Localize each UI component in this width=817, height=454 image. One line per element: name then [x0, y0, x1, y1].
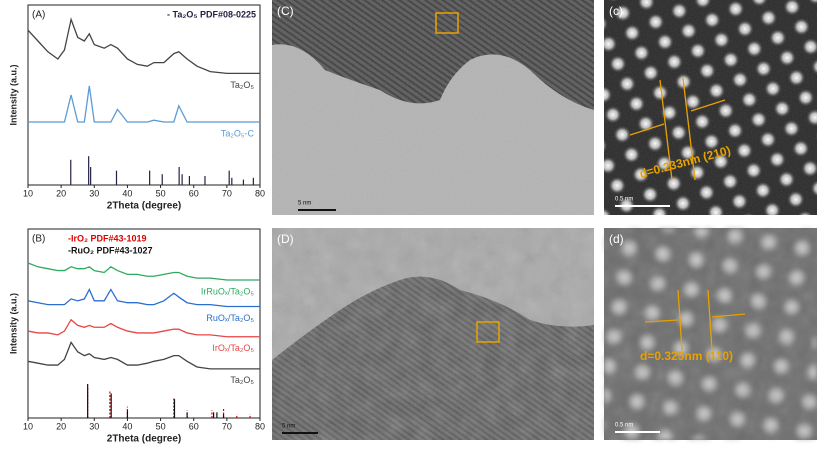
- panel-label: (B): [32, 234, 45, 245]
- y-axis-label: Intensity (a.u.): [8, 293, 18, 354]
- series-label: Ta₂O₅: [230, 375, 254, 385]
- x-tick-label: 20: [56, 421, 66, 431]
- tem-panel-d-zoom: [604, 228, 817, 440]
- x-tick-label: 10: [23, 188, 33, 198]
- x-axis-label: 2Theta (degree): [107, 201, 181, 212]
- reference-legend: -IrO₂ PDF#43-1019: [68, 233, 147, 243]
- series-label: IrRuOₓ/Ta₂O₅: [201, 286, 254, 296]
- series-line: [28, 85, 260, 123]
- plot-frame: [27, 4, 261, 186]
- x-tick-label: 40: [122, 421, 132, 431]
- x-tick-label: 50: [156, 188, 166, 198]
- series-label: Ta₂O₅-C: [221, 128, 255, 138]
- scale-bar-label: 0.5 nm: [615, 197, 633, 203]
- scale-bar-label: 5 nm: [298, 201, 311, 207]
- panel-label: (C): [277, 4, 294, 18]
- x-tick-label: 30: [89, 188, 99, 198]
- series-line: [27, 318, 260, 338]
- series-label: IrOₓ/Ta₂O₅: [212, 343, 254, 353]
- tem-panel-c-large: [272, 0, 594, 215]
- series-line: [27, 287, 260, 308]
- tem-panel-d-large: [272, 228, 594, 440]
- x-tick-label: 30: [89, 421, 99, 431]
- x-tick-label: 70: [222, 421, 232, 431]
- x-tick-label: 10: [23, 421, 33, 431]
- series-line: [27, 341, 260, 370]
- y-axis-label: Intensity (a.u.): [8, 64, 18, 125]
- x-tick-label: 20: [56, 188, 66, 198]
- panel-label: (c): [609, 4, 623, 18]
- x-tick-label: 80: [255, 421, 265, 431]
- x-tick-label: 40: [122, 188, 132, 198]
- panel-label: (d): [609, 232, 624, 246]
- scale-bar-label: 0.5 nm: [615, 423, 633, 429]
- plot-frame: [27, 228, 261, 419]
- panel-label: (A): [32, 10, 45, 21]
- x-tick-label: 60: [189, 421, 199, 431]
- x-tick-label: 60: [189, 188, 199, 198]
- lattice-annotation: d=0.325nm (110): [640, 349, 733, 363]
- reference-legend: -RuO₂ PDF#43-1027: [68, 245, 153, 255]
- x-tick-label: 50: [156, 421, 166, 431]
- x-axis-label: 2Theta (degree): [107, 434, 181, 445]
- series-line: [27, 17, 260, 75]
- x-tick-label: 80: [255, 188, 265, 198]
- panel-label: (D): [277, 232, 294, 246]
- reference-legend: - Ta₂O₅ PDF#08-0225: [167, 9, 256, 19]
- series-label: RuOₓ/Ta₂O₅: [206, 313, 254, 323]
- series-label: Ta₂O₅: [230, 80, 254, 90]
- series-line: [27, 262, 260, 281]
- tem-panel-c-zoom: [604, 0, 817, 215]
- x-tick-label: 70: [222, 188, 232, 198]
- scale-bar-label: 5 nm: [282, 424, 295, 430]
